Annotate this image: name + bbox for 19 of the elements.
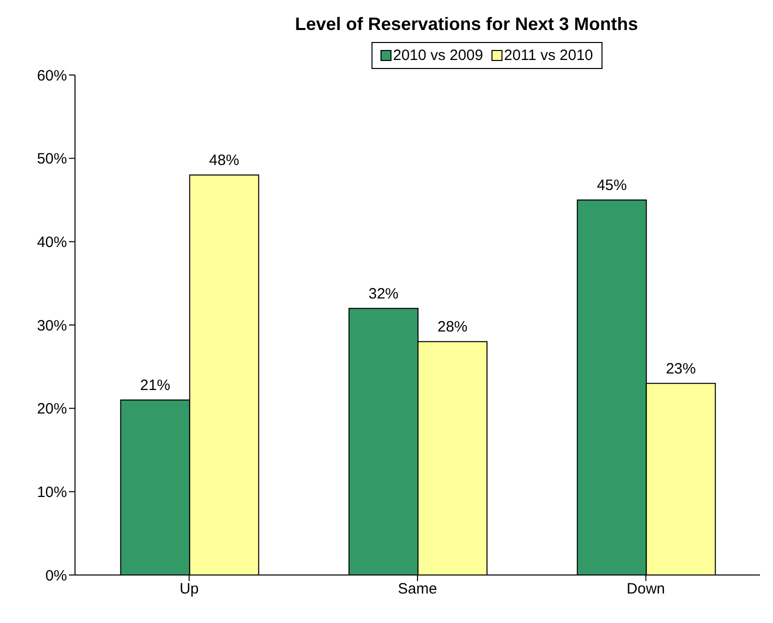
x-tick-label: Same	[398, 580, 438, 598]
y-tick-label: 10%	[36, 484, 67, 501]
y-tick-label: 30%	[36, 317, 67, 334]
chart-title: Level of Reservations for Next 3 Months	[294, 14, 640, 35]
data-label: 48%	[209, 152, 240, 169]
y-tick-label: 60%	[36, 67, 67, 84]
legend-label: 2010 vs 2009	[392, 47, 484, 64]
legend-label: 2011 vs 2010	[504, 47, 594, 64]
y-tick-label: 40%	[36, 234, 67, 251]
y-tick-label: 20%	[36, 400, 67, 418]
data-label: 21%	[140, 377, 170, 394]
y-tick-label: 0%	[45, 567, 67, 584]
x-tick-label: Down	[626, 580, 666, 598]
data-label: 28%	[437, 318, 468, 336]
x-tick-label: Up	[180, 580, 199, 598]
data-label: 23%	[666, 360, 696, 378]
y-tick-label: 50%	[36, 150, 67, 168]
data-label: 32%	[368, 285, 399, 302]
data-label: 45%	[596, 177, 627, 194]
